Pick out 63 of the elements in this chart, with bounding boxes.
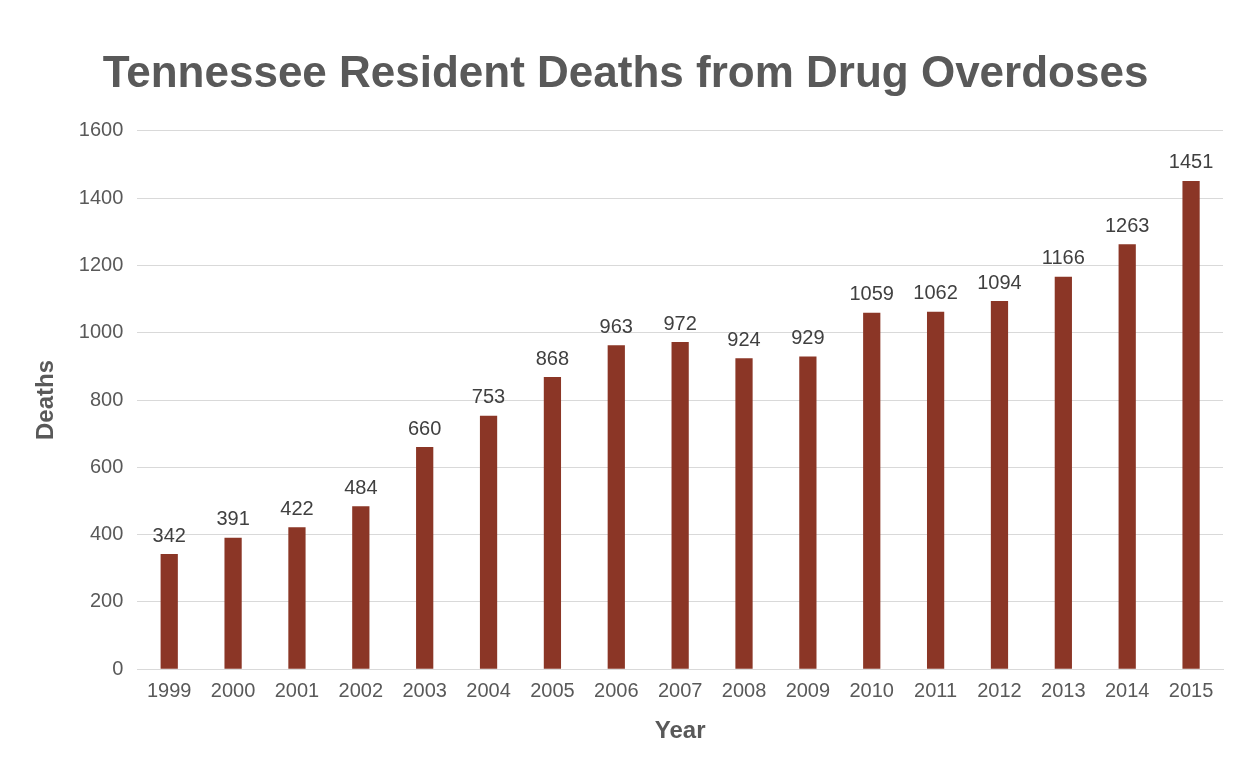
bar: [543, 377, 562, 669]
bar: [288, 527, 306, 669]
data-label: 484: [344, 475, 378, 498]
data-label: 1094: [977, 270, 1022, 293]
x-tick-label: 2008: [721, 678, 767, 701]
bar: [1118, 244, 1136, 669]
bar: [224, 537, 242, 669]
x-tick-label: 2007: [657, 678, 703, 701]
bar: [352, 506, 370, 669]
x-tick-label: 2014: [1104, 678, 1150, 701]
y-tick-label: 200: [89, 589, 124, 612]
bar: [990, 301, 1009, 669]
x-tick-label: 2013: [1041, 678, 1086, 701]
data-label: 929: [791, 326, 825, 349]
data-label: 1166: [1041, 246, 1085, 269]
y-tick-label: 1200: [78, 252, 124, 275]
bar: [1182, 180, 1200, 669]
bar: [479, 415, 498, 669]
bar: [607, 345, 625, 669]
data-label: 660: [408, 416, 442, 439]
y-tick-label: 600: [89, 454, 124, 477]
bar: [799, 356, 817, 669]
x-axis-title: Year: [654, 716, 706, 744]
x-tick-label: 2015: [1168, 678, 1214, 701]
x-tick-label: 1999: [146, 678, 192, 701]
data-label: 342: [152, 523, 186, 546]
x-tick-label: 2011: [914, 678, 958, 701]
y-tick-label: 800: [89, 387, 124, 410]
y-tick-label: 0: [112, 656, 124, 679]
bar: [671, 342, 689, 669]
data-label: 868: [535, 346, 570, 369]
bar: [926, 311, 945, 669]
x-tick-label: 2001: [274, 678, 320, 701]
bar: [1054, 276, 1072, 669]
data-label: 972: [663, 311, 697, 334]
data-label: 1451: [1168, 150, 1214, 173]
data-label: 1062: [913, 281, 958, 304]
bar: [735, 358, 753, 669]
y-tick-label: 400: [89, 522, 124, 545]
data-label: 924: [727, 327, 761, 350]
y-axis-title: Deaths: [31, 359, 59, 441]
bar: [160, 554, 178, 669]
x-tick-label: 2002: [338, 678, 384, 701]
bar: [416, 447, 434, 669]
data-label: 753: [471, 385, 506, 408]
bar: [863, 312, 881, 669]
y-tick-label: 1000: [78, 320, 124, 343]
x-tick-label: 2006: [594, 678, 639, 701]
x-tick-label: 2005: [530, 678, 575, 701]
chart-title: Tennessee Resident Deaths from Drug Overdoses: [102, 46, 1149, 96]
x-tick-label: 2003: [402, 678, 447, 701]
y-tick-label: 1400: [78, 185, 124, 208]
data-label: 1263: [1104, 213, 1150, 236]
x-tick-label: 2000: [210, 678, 256, 701]
x-tick-label: 2012: [977, 678, 1022, 701]
data-label: 391: [216, 507, 250, 530]
x-tick-label: 2009: [785, 678, 831, 701]
x-tick-label: 2004: [466, 678, 511, 701]
y-tick-label: 1600: [78, 118, 124, 141]
data-label: 1059: [849, 282, 894, 305]
data-label: 422: [280, 496, 314, 519]
x-tick-label: 2010: [849, 678, 894, 701]
data-label: 963: [599, 314, 633, 337]
